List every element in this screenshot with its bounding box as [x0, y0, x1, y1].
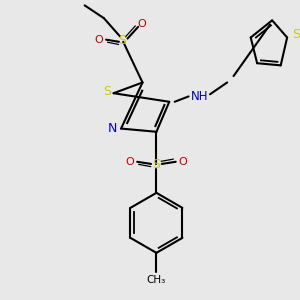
Text: S: S — [118, 34, 126, 47]
Text: S: S — [103, 85, 111, 98]
Text: CH₃: CH₃ — [147, 274, 166, 285]
Text: S: S — [292, 28, 300, 41]
Text: S: S — [152, 158, 160, 172]
Text: O: O — [125, 157, 134, 167]
Text: O: O — [137, 19, 146, 28]
Text: N: N — [108, 122, 117, 135]
Text: O: O — [179, 157, 188, 167]
Text: O: O — [94, 34, 103, 45]
Text: NH: NH — [190, 90, 208, 103]
